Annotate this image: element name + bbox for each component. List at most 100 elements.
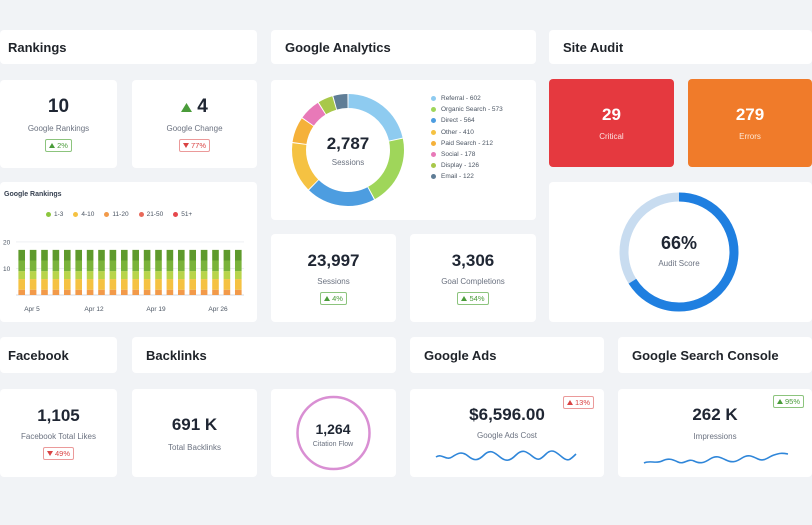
total-backlinks-value: 691 K [171, 414, 218, 434]
facebook-likes-card[interactable]: 1,105 Facebook Total Likes 49% [0, 389, 117, 477]
citation-flow-card[interactable]: 1,264 Citation Flow [271, 389, 396, 477]
bar-segment [41, 249, 48, 261]
google-rankings-card[interactable]: 10 Google Rankings 2% [0, 80, 117, 168]
bar-segment [132, 289, 140, 295]
legend-dot [138, 212, 144, 217]
bar-segment [143, 249, 151, 261]
audit-score-card[interactable]: 66% Audit Score [549, 182, 812, 322]
audit-score-value: 66% [660, 233, 698, 253]
audit-score-label: Audit Score [658, 259, 700, 268]
bar-segment [234, 260, 242, 272]
google-rankings-value: 10 [47, 96, 70, 117]
bar-segment [155, 249, 162, 261]
donut-legend-item: Other - 410 [431, 127, 503, 138]
bar-segment [29, 289, 37, 295]
sessions-card[interactable]: 23,997 Sessions 4% [271, 234, 396, 322]
facebook-likes-label: Facebook Total Likes [20, 432, 96, 441]
triangle-up-icon [181, 102, 193, 112]
legend-item-51+: 51+ [173, 211, 192, 218]
bar-segment [234, 249, 242, 261]
audit-header: Site Audit [549, 30, 812, 64]
legend-dot [173, 212, 179, 217]
citation-flow-center: 1,264 Citation Flow [293, 421, 373, 448]
bar-segment [189, 289, 197, 295]
analytics-header: Google Analytics [271, 30, 536, 64]
google-ads-cost-label: Google Ads Cost [476, 431, 538, 440]
legend-item-1-3: 1-3 [46, 211, 63, 218]
bar-segment [18, 289, 26, 295]
critical-card[interactable]: 29 Critical [549, 79, 674, 167]
bar-segment [212, 289, 219, 295]
google-ads-cost-value: $6,596.00 [469, 405, 545, 424]
bar-segment [75, 260, 83, 272]
bar-segment [98, 271, 105, 280]
google-rankings-label: Google Rankings [27, 124, 90, 133]
bar-segment [189, 279, 197, 290]
console-header: Google Search Console [618, 337, 812, 373]
legend-label: 11-20 [112, 211, 129, 218]
errors-card[interactable]: 279 Errors [688, 79, 812, 167]
ads-header: Google Ads [410, 337, 604, 373]
x-tick-label: Apr 12 [84, 306, 104, 313]
bar-segment [166, 271, 174, 280]
citation-flow-label: Citation Flow [312, 441, 354, 448]
donut-legend-item: Referral - 602 [431, 93, 503, 104]
sessions-label: Sessions [317, 277, 350, 286]
impressions-card[interactable]: 95% 262 K Impressions [618, 389, 812, 477]
legend-dot [431, 174, 436, 180]
bar-segment [189, 249, 197, 261]
triangle-up-icon [776, 399, 783, 404]
bar-segment [86, 289, 94, 295]
bar-segment [98, 249, 105, 261]
google-change-value: 4 [197, 96, 208, 117]
impressions-value: 262 K [692, 405, 738, 424]
total-backlinks-label: Total Backlinks [168, 442, 221, 452]
y-tick-label: 20 [3, 239, 11, 246]
bar-segment [18, 249, 26, 261]
sessions-badge: 4% [320, 292, 347, 305]
sessions-donut-chart [292, 94, 404, 206]
facebook-likes-value: 1,105 [37, 406, 80, 425]
bar-segment [143, 279, 151, 290]
google-ads-cost-card[interactable]: 13% $6,596.00 Google Ads Cost [410, 389, 604, 477]
bar-segment [98, 260, 105, 272]
bar-segment [98, 289, 105, 295]
bar-segment [18, 279, 26, 290]
bar-segment [41, 289, 48, 295]
legend-dot [104, 212, 110, 217]
bar-segment [86, 279, 94, 290]
legend-label: 51+ [181, 211, 193, 218]
bar-segment [189, 260, 197, 272]
bar-segment [109, 289, 117, 295]
donut-center: 2,787 Sessions [308, 134, 388, 167]
legend-dot [46, 212, 51, 217]
bar-segment [234, 289, 242, 295]
google-change-card[interactable]: 4 Google Change 77% [132, 80, 257, 168]
bar-segment [155, 260, 162, 272]
bar-segment [155, 289, 162, 295]
facebook-likes-badge-text: 49% [54, 449, 70, 458]
bar-segment [234, 271, 242, 280]
goal-completions-card[interactable]: 3,306 Goal Completions 54% [410, 234, 536, 322]
y-tick-label: 10 [3, 266, 11, 273]
bar-segment [29, 249, 37, 261]
bar-segment [166, 260, 174, 272]
bar-segment [177, 279, 185, 290]
bar-segment [177, 271, 185, 280]
bar-segment [234, 279, 242, 290]
chart-title: Google Rankings [4, 191, 62, 198]
citation-flow-value: 1,264 [315, 421, 351, 437]
bar-segment [223, 271, 231, 280]
bar-segment [52, 260, 60, 272]
google-rankings-badge-text: 2% [57, 141, 68, 150]
total-backlinks-card[interactable]: 691 K Total Backlinks [132, 389, 257, 477]
console-title: Google Search Console [632, 347, 779, 363]
bar-segment [143, 271, 151, 280]
legend-label: 4-10 [81, 211, 95, 218]
google-change-badge-text: 77% [190, 141, 206, 150]
rankings-title: Rankings [8, 39, 67, 55]
donut-legend-item: Organic Search - 573 [431, 104, 503, 115]
ads-cost-sparkline [435, 450, 577, 461]
facebook-likes-badge: 49% [42, 447, 74, 460]
bar-segment [63, 249, 71, 261]
